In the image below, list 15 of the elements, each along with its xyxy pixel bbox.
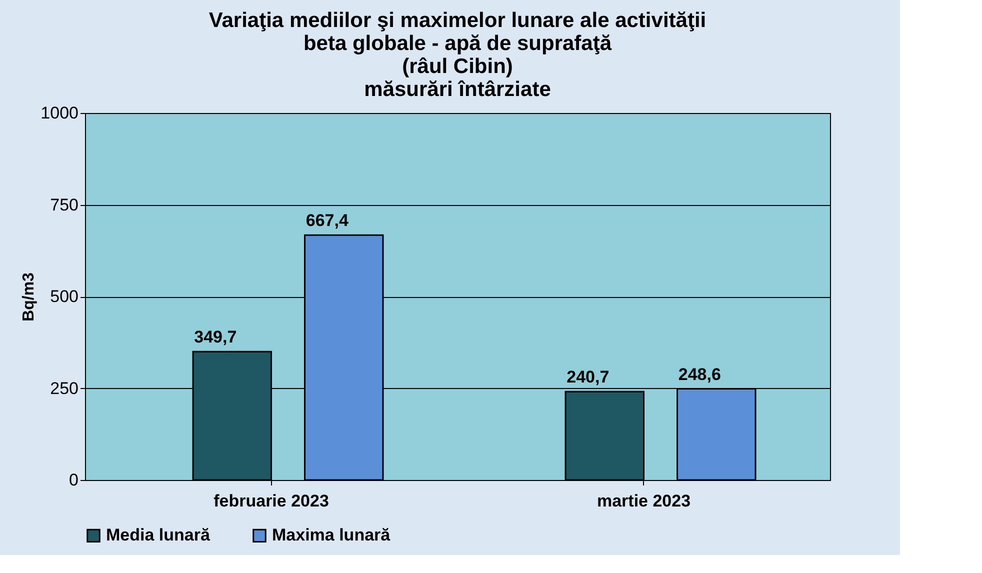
data-label: 248,6 (678, 364, 721, 384)
x-tick-label: februarie 2023 (214, 492, 329, 510)
data-label: 349,7 (194, 328, 237, 347)
legend-label: Media lunară (106, 526, 210, 545)
y-tick-label: 750 (50, 195, 78, 214)
y-tick-label: 500 (50, 287, 78, 306)
y-tick-label: 250 (50, 378, 78, 398)
y-tick-label: 1000 (40, 104, 78, 122)
y-axis-title: Bq/m3 (20, 272, 38, 322)
y-tick-label: 0 (69, 470, 78, 490)
data-label: 667,4 (306, 211, 349, 230)
x-tick-label: martie 2023 (596, 492, 691, 510)
chart-title: Variaţia mediilor şi maximelor lunare ale activităţii beta globale - apă de suprafaţă (râul Cibin) măsurări întârziate (208, 9, 706, 101)
data-label: 240,7 (566, 368, 610, 387)
legend-label: Maxima lunară (272, 526, 391, 545)
